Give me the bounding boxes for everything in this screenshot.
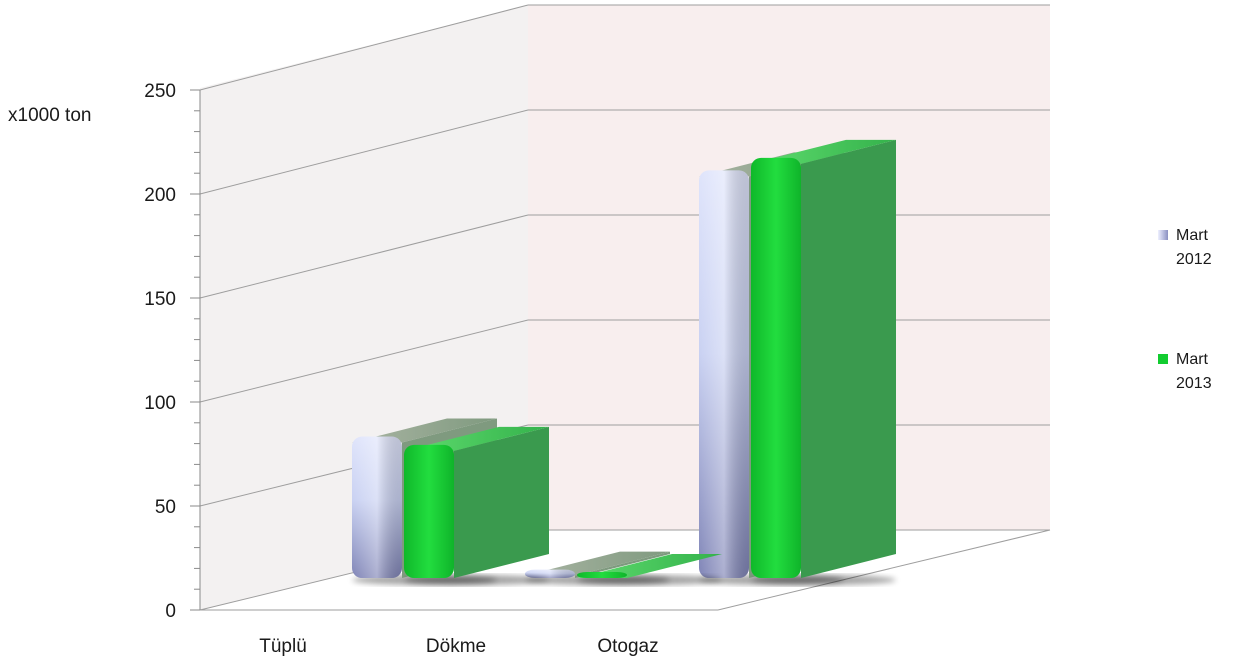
bar-front	[577, 572, 627, 578]
y-tick-label: 200	[144, 185, 176, 206]
bar-dökme-series-2	[577, 554, 722, 585]
x-tick-label: Tüplü	[259, 636, 307, 657]
y-tick-label: 50	[155, 497, 176, 518]
legend-swatch-series-1	[1158, 230, 1168, 240]
y-tick-label: 100	[144, 393, 176, 414]
bar-highlight	[352, 436, 402, 578]
legend-label-line2: 2012	[1176, 251, 1212, 268]
gridline-side	[199, 4, 529, 91]
bar-otogaz-series-2	[751, 139, 896, 585]
legend-swatch-series-2	[1158, 354, 1168, 364]
bar-side	[575, 551, 670, 578]
bar-front	[751, 157, 801, 578]
bar-highlight	[525, 569, 575, 578]
x-tick-label: Otogaz	[597, 636, 658, 657]
y-tick-label: 150	[144, 289, 176, 310]
bars	[352, 139, 896, 585]
y-tick-label: 250	[144, 81, 176, 102]
bar-front	[404, 444, 454, 578]
y-axis	[190, 89, 201, 611]
legend-item-series-1[interactable]: Mart 2012	[1158, 224, 1238, 294]
floor-edge	[717, 529, 1051, 611]
legend-label-line2: 2013	[1176, 375, 1212, 392]
y-tick-label: 0	[165, 601, 176, 622]
legend-item-series-2[interactable]: Mart 2013	[1158, 348, 1238, 418]
gridline-side	[199, 109, 529, 195]
legend-label-line1: Mart	[1176, 227, 1208, 244]
gridline-side	[199, 319, 529, 403]
legend: Mart 2012 Mart 2013	[1158, 224, 1238, 472]
bar-side	[454, 426, 549, 578]
legend-label-line1: Mart	[1176, 351, 1208, 368]
bar-highlight	[699, 170, 749, 578]
bar-tüplü-series-2	[404, 426, 549, 585]
x-tick-label: Dökme	[426, 636, 486, 657]
y-axis-label: x1000 ton	[8, 105, 91, 126]
gridline-side	[199, 214, 529, 299]
bar-side	[801, 139, 896, 578]
labels: 0 50 100 150 200 250 x1000 ton Tüplü Dökme Otogaz	[8, 81, 659, 657]
